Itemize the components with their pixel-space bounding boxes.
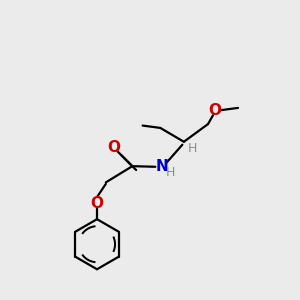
Text: O: O (208, 103, 221, 118)
Text: H: H (166, 166, 175, 178)
Text: O: O (91, 196, 103, 211)
Text: O: O (108, 140, 121, 155)
Text: H: H (188, 142, 197, 155)
Text: N: N (155, 159, 168, 174)
